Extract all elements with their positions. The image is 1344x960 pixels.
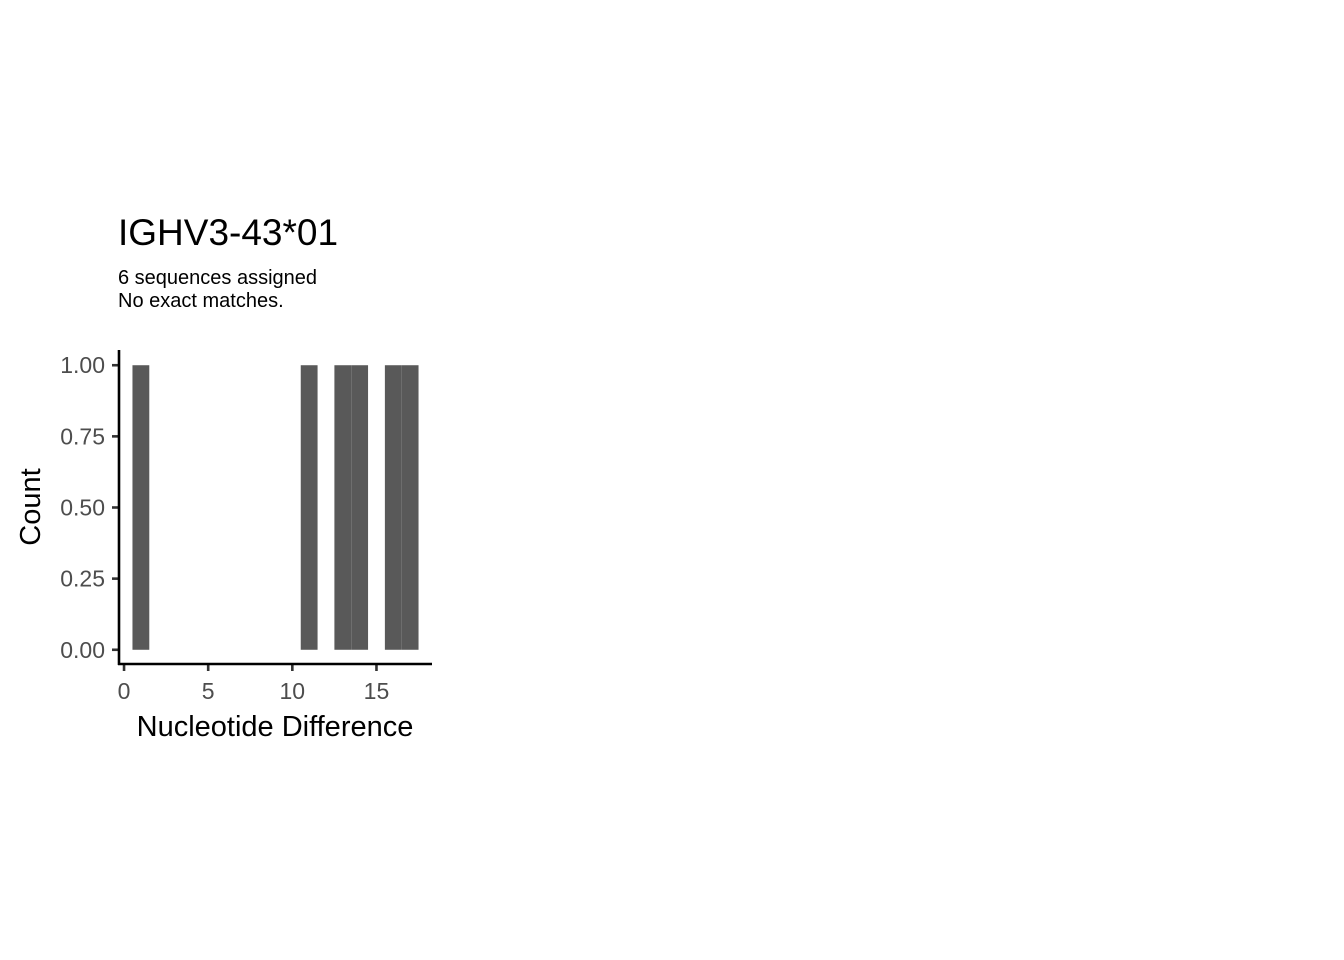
bar-14 (351, 365, 369, 650)
bar-16 (384, 365, 402, 650)
x-axis-ticks: 0 5 10 15 (118, 664, 390, 704)
y-axis-ticks: 0.00 0.25 0.50 0.75 1.00 (60, 352, 119, 663)
x-axis-title: Nucleotide Difference (137, 711, 414, 743)
y-tick-label-0.75: 0.75 (60, 423, 105, 449)
bar-11 (300, 365, 318, 650)
y-tick-label-0.25: 0.25 (60, 566, 105, 592)
bars-layer (132, 365, 419, 650)
bar-17 (401, 365, 419, 650)
x-tick-label-0: 0 (118, 678, 131, 704)
x-tick-label-5: 5 (202, 678, 215, 704)
y-tick-label-0.5: 0.50 (60, 495, 105, 521)
x-tick-label-10: 10 (280, 678, 306, 704)
bar-13 (334, 365, 352, 650)
x-tick-label-15: 15 (364, 678, 390, 704)
y-tick-label-1: 1.00 (60, 352, 105, 378)
bar-1 (132, 365, 150, 650)
y-axis-title: Count (15, 468, 47, 545)
chart-subtitle-line-2: No exact matches. (118, 290, 284, 312)
y-tick-label-0: 0.00 (60, 637, 105, 663)
chart-title: IGHV3-43*01 (118, 212, 338, 253)
chart-subtitle-line-1: 6 sequences assigned (118, 267, 317, 289)
